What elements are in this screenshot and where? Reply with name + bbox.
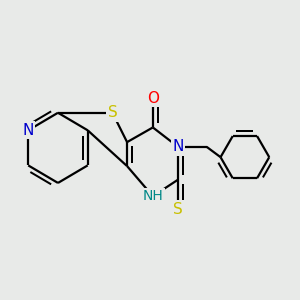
Text: S: S bbox=[173, 202, 183, 217]
Text: O: O bbox=[147, 91, 159, 106]
Text: NH: NH bbox=[142, 189, 163, 203]
Text: N: N bbox=[22, 123, 34, 138]
Text: N: N bbox=[172, 139, 184, 154]
Text: S: S bbox=[107, 105, 117, 120]
